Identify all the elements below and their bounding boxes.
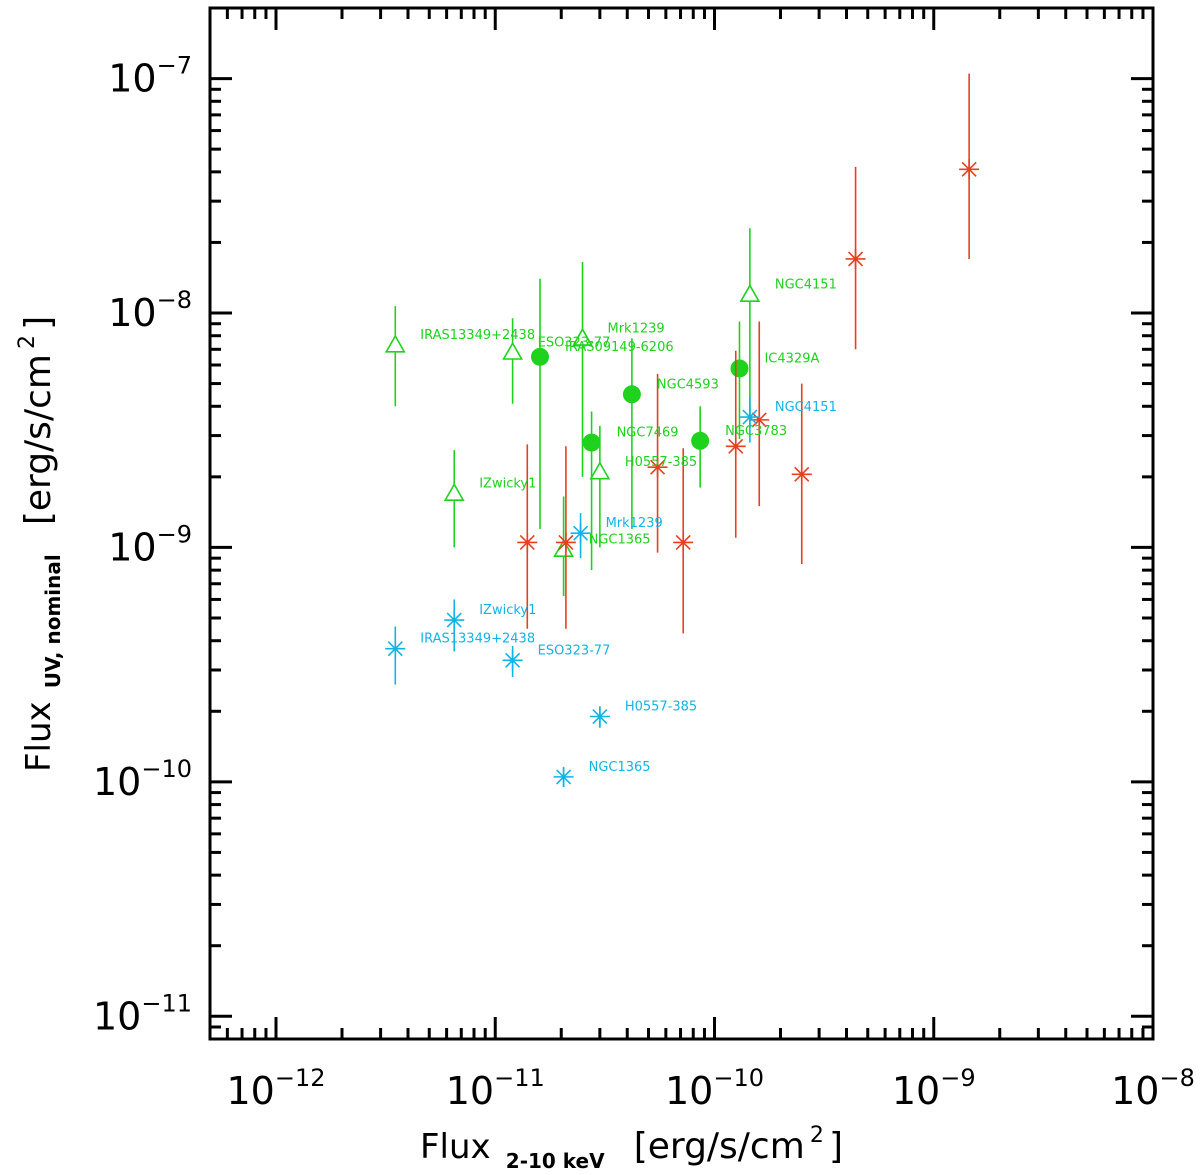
point-label: NGC4593	[657, 377, 719, 392]
circle-marker	[531, 347, 550, 366]
asterisk-marker	[553, 766, 574, 787]
circle-marker	[730, 359, 749, 378]
data-point	[749, 321, 770, 507]
data-point	[739, 228, 761, 420]
y-axis-title-sup: 2	[15, 335, 40, 349]
data-point	[589, 425, 611, 548]
triangle-marker	[739, 283, 761, 302]
data-point	[691, 406, 710, 488]
data-point	[385, 626, 406, 685]
x-tick-label: 10−9	[892, 1064, 976, 1113]
asterisk-marker	[444, 610, 465, 631]
point-label: IRAS09149-6206	[565, 340, 674, 355]
x-axis-title-sup: 2	[810, 1123, 824, 1148]
asterisk-marker	[845, 248, 866, 269]
triangle-marker	[384, 334, 406, 353]
data-point	[443, 450, 465, 548]
x-tick-label: 10−11	[446, 1064, 545, 1113]
data-point	[531, 278, 550, 529]
asterisk-marker	[589, 706, 610, 727]
y-tick-label: 10−9	[108, 520, 192, 569]
y-axis-title: Flux UV, nominal [erg/s/cm 2 ]	[15, 316, 65, 772]
point-label: IRAS13349+2438	[420, 328, 535, 343]
point-label: ESO323-77	[538, 643, 611, 658]
asterisk-marker	[502, 650, 523, 671]
data-point	[572, 262, 593, 477]
x-tick-label: 10−8	[1111, 1064, 1195, 1113]
point-label: NGC3783	[725, 424, 787, 439]
data-marks	[384, 73, 980, 788]
asterisk-marker	[555, 532, 576, 553]
y-tick-label: 10−7	[108, 52, 192, 101]
asterisk-marker	[791, 464, 812, 485]
asterisk-marker	[673, 532, 694, 553]
x-tick-label: 10−10	[665, 1064, 764, 1113]
plot-frame	[208, 6, 1155, 1041]
asterisk-marker	[647, 457, 668, 478]
axis-ticks: 10−12 10−11 10−10 10−9 10−8 10−11 10−10 10−9 10−…	[93, 6, 1195, 1113]
x-axis-title: Flux 2-10 keV [erg/s/cm 2 ]	[420, 1123, 843, 1173]
point-label: H0557-385	[625, 455, 697, 470]
data-point	[517, 444, 538, 629]
x-axis-title-units: [erg/s/cm	[634, 1126, 805, 1167]
data-point	[444, 599, 465, 652]
asterisk-marker	[385, 638, 406, 659]
data-point	[673, 448, 694, 634]
y-axis-title-close: ]	[18, 316, 59, 330]
point-label: NGC1365	[589, 760, 651, 775]
y-axis-title-main: Flux	[19, 701, 59, 772]
y-tick-label: 10−10	[93, 755, 192, 804]
circle-marker	[582, 433, 601, 452]
asterisk-marker	[570, 523, 591, 544]
asterisk-marker	[739, 407, 760, 428]
y-axis-title-units: [erg/s/cm	[18, 354, 59, 525]
data-point	[647, 373, 668, 553]
point-label: NGC4151	[775, 400, 837, 415]
triangle-marker	[443, 482, 465, 501]
x-axis-title-sub: 2-10 keV	[506, 1149, 605, 1173]
point-label: NGC1365	[589, 532, 651, 547]
point-label: IZwicky1	[479, 476, 536, 491]
point-labels: IRAS13349+2438 ESO323-77Mrk1239NGC4151IZw…	[420, 277, 837, 774]
asterisk-marker	[725, 436, 746, 457]
data-point	[845, 166, 866, 350]
data-point	[502, 645, 523, 678]
data-point	[791, 383, 812, 564]
triangle-marker	[502, 341, 523, 360]
data-point	[570, 513, 591, 559]
point-label: Mrk1239	[607, 321, 664, 336]
point-label: ESO323-77	[538, 335, 611, 350]
data-point	[555, 446, 576, 629]
y-tick-label: 10−11	[93, 989, 192, 1038]
y-axis-title-sub: UV, nominal	[41, 554, 65, 688]
data-point	[622, 338, 641, 529]
data-point	[582, 411, 601, 571]
triangle-marker	[589, 461, 611, 480]
x-axis-title-close: ]	[829, 1126, 843, 1167]
y-tick-label: 10−8	[108, 286, 192, 335]
point-label: NGC4151	[775, 277, 837, 292]
point-label: IZwicky1	[479, 603, 536, 618]
x-tick-label: 10−12	[226, 1064, 325, 1113]
circle-marker	[691, 431, 710, 450]
point-label: IRAS13349+2438	[420, 632, 535, 647]
data-point	[553, 766, 574, 788]
point-label: H0557-385	[625, 700, 697, 715]
triangle-marker	[572, 327, 593, 346]
data-point	[384, 306, 406, 407]
point-label: IC4329A	[764, 351, 819, 366]
data-point	[959, 73, 980, 259]
data-point	[725, 350, 746, 538]
asterisk-marker	[749, 409, 770, 430]
data-point	[502, 318, 523, 404]
asterisk-marker	[959, 159, 980, 180]
point-label: NGC7469	[617, 426, 679, 441]
data-point	[589, 706, 610, 728]
point-label: Mrk1239	[606, 516, 663, 531]
data-point	[739, 396, 760, 443]
x-axis-title-main: Flux	[420, 1127, 491, 1167]
circle-marker	[622, 385, 641, 404]
asterisk-marker	[517, 532, 538, 553]
